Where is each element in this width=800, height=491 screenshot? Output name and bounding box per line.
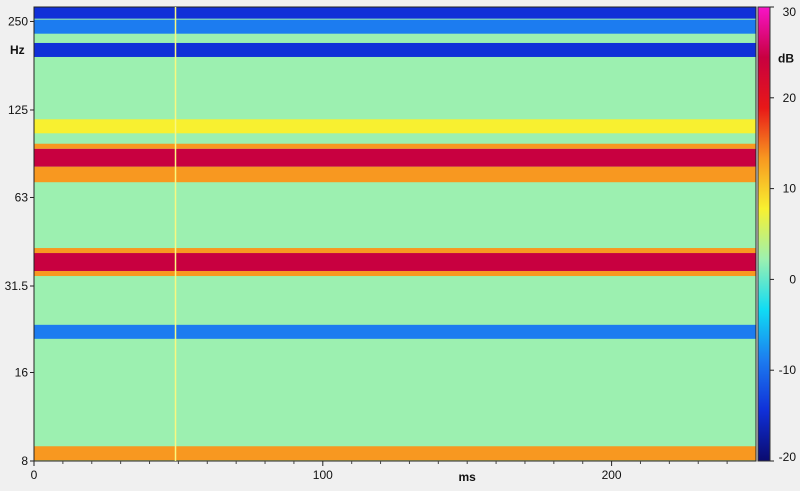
y-axis-label: Hz bbox=[10, 43, 25, 57]
x-tick-label: 200 bbox=[602, 468, 622, 482]
y-tick-label: 16 bbox=[15, 365, 29, 379]
band-270hz bbox=[34, 7, 756, 19]
y-tick-label: 250 bbox=[8, 14, 28, 28]
x-tick-label: 0 bbox=[31, 468, 38, 482]
band-38hz bbox=[34, 253, 756, 272]
band-200hz bbox=[34, 42, 756, 57]
band-86hz bbox=[34, 148, 756, 167]
band-halo bbox=[34, 248, 756, 254]
y-tick-label: 63 bbox=[15, 190, 29, 204]
plot-background bbox=[34, 7, 756, 461]
x-tick-label: 100 bbox=[313, 468, 333, 482]
colorbar-tick-label: 0 bbox=[789, 272, 796, 286]
colorbar-gradient bbox=[757, 6, 771, 462]
colorbar-tick-label: 10 bbox=[783, 182, 797, 196]
plot-frame bbox=[33, 6, 757, 462]
band-8.5hz bbox=[34, 446, 756, 461]
colorbar: 30 20 10 0 -10 -20 bbox=[757, 5, 797, 464]
band-halo bbox=[34, 271, 756, 277]
colorbar-tick-label: 20 bbox=[783, 91, 797, 105]
x-axis: 0 100 200 bbox=[31, 461, 728, 482]
colorbar-label: dB bbox=[778, 51, 794, 65]
colorbar-tick-label: -10 bbox=[779, 363, 797, 377]
band-22hz bbox=[34, 324, 756, 339]
plot-area bbox=[34, 7, 756, 461]
y-tick-label: 31.5 bbox=[5, 279, 29, 293]
band-110hz bbox=[34, 119, 756, 134]
colorbar-tick-label: 30 bbox=[783, 5, 797, 19]
band-halo bbox=[34, 166, 756, 172]
y-tick-label: 125 bbox=[8, 103, 28, 117]
y-tick-label: 8 bbox=[21, 454, 28, 468]
x-axis-label: ms bbox=[459, 470, 477, 484]
y-axis: 8 16 31.5 63 125 250 bbox=[5, 14, 34, 468]
colorbar-tick-label: -20 bbox=[779, 450, 797, 464]
band-175hz bbox=[34, 60, 756, 75]
band-240hz bbox=[34, 19, 756, 34]
band-halo bbox=[34, 143, 756, 149]
